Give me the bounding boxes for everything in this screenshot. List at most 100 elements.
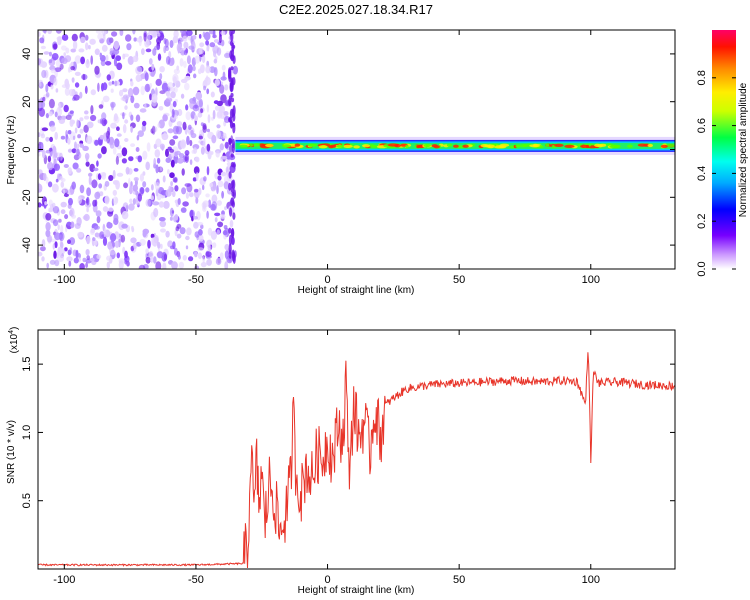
noise-blob	[94, 232, 100, 238]
spectrogram-x-ticks: -100 -50 0 50 100	[53, 30, 600, 286]
noise-blob	[130, 80, 134, 87]
noise-blob	[203, 31, 211, 41]
noise-blob	[94, 65, 100, 75]
noise-blob	[77, 196, 83, 205]
noise-blob	[126, 43, 132, 51]
noise-blob	[198, 234, 204, 242]
noise-blob	[115, 155, 119, 165]
noise-blob	[43, 173, 47, 181]
noise-blob	[171, 108, 175, 118]
noise-blob	[85, 249, 90, 256]
noise-blob	[150, 236, 158, 246]
noise-blob	[183, 60, 187, 69]
noise-blob	[56, 106, 63, 117]
noise-blob	[150, 257, 154, 263]
noise-blob	[72, 40, 78, 50]
noise-blob	[184, 156, 188, 161]
noise-blob	[69, 237, 76, 246]
noise-blob	[71, 33, 78, 42]
noise-blob	[144, 39, 150, 48]
noise-blob	[217, 221, 224, 228]
spectrogram-y-ticks: -40 -20 0 20 40	[21, 48, 675, 253]
noise-blob	[72, 162, 79, 170]
band-peak	[564, 144, 575, 148]
noise-blob	[180, 207, 187, 213]
noise-blob	[115, 180, 120, 190]
snr-plot-area	[38, 330, 675, 569]
noise-blob	[90, 55, 93, 65]
noise-blob	[133, 168, 139, 172]
noise-blob	[137, 66, 143, 72]
noise-blob	[214, 67, 218, 77]
noise-blob	[186, 55, 191, 65]
noise-blob	[50, 84, 54, 90]
noise-blob	[54, 111, 58, 118]
noise-blob	[218, 33, 222, 44]
noise-blob	[135, 147, 140, 152]
noise-blob	[43, 30, 47, 34]
noise-blob	[60, 209, 66, 215]
noise-blob	[93, 167, 99, 172]
noise-blob	[116, 126, 120, 131]
noise-blob	[89, 38, 96, 45]
noise-blob	[172, 135, 179, 140]
noise-blob	[209, 42, 216, 48]
noise-blob	[96, 73, 101, 79]
noise-blob	[131, 225, 134, 231]
noise-blob	[220, 214, 226, 219]
noise-blob	[158, 106, 164, 111]
noise-blob	[185, 30, 193, 37]
noise-blob	[52, 183, 59, 193]
noise-blob	[113, 40, 120, 50]
noise-blob	[133, 37, 137, 42]
noise-blob	[52, 243, 55, 250]
noise-edge-blob	[228, 243, 232, 255]
noise-blob	[179, 227, 186, 235]
noise-edge-blob	[230, 31, 234, 42]
noise-blob	[185, 104, 189, 111]
noise-blob	[46, 262, 49, 269]
noise-blob	[101, 44, 108, 52]
noise-blob	[181, 187, 187, 195]
noise-blob	[186, 135, 190, 146]
noise-blob	[224, 261, 229, 269]
noise-blob	[157, 241, 161, 249]
noise-blob	[48, 111, 53, 117]
noise-edge-blob	[228, 182, 232, 191]
noise-blob	[133, 102, 140, 109]
noise-blob	[86, 121, 94, 129]
noise-blob	[122, 88, 128, 93]
noise-blob	[110, 233, 117, 242]
noise-blob	[198, 229, 203, 236]
noise-blob	[77, 134, 81, 139]
noise-blob	[170, 159, 175, 168]
noise-blob	[132, 198, 136, 205]
noise-blob	[222, 230, 228, 236]
noise-edge-blob	[230, 92, 234, 98]
noise-blob	[88, 175, 92, 186]
band-peak	[329, 144, 337, 148]
colorbar: 0.0 0.2 0.4 0.6 0.8 Normalized spectral ampl…	[696, 30, 749, 277]
spectrogram-x-tick-label: 50	[453, 274, 465, 286]
noise-blob	[50, 125, 56, 132]
noise-blob	[216, 185, 219, 195]
noise-blob	[138, 38, 142, 47]
noise-blob	[198, 98, 203, 109]
band-peak	[336, 144, 344, 148]
noise-blob	[213, 39, 220, 43]
noise-blob	[165, 148, 169, 158]
noise-blob	[76, 143, 80, 149]
noise-blob	[95, 30, 103, 34]
noise-blob	[147, 239, 151, 249]
noise-blob	[47, 30, 52, 35]
noise-edge-blob	[229, 207, 233, 217]
noise-blob	[152, 201, 160, 206]
snr-x-tick-label: 50	[453, 574, 465, 586]
noise-blob	[165, 230, 170, 238]
spectrogram-x-tick-label: 0	[324, 274, 330, 286]
noise-blob	[132, 184, 138, 192]
noise-blob	[139, 108, 147, 113]
noise-blob	[101, 146, 107, 155]
noise-blob	[174, 151, 178, 158]
band-peak	[518, 144, 528, 148]
